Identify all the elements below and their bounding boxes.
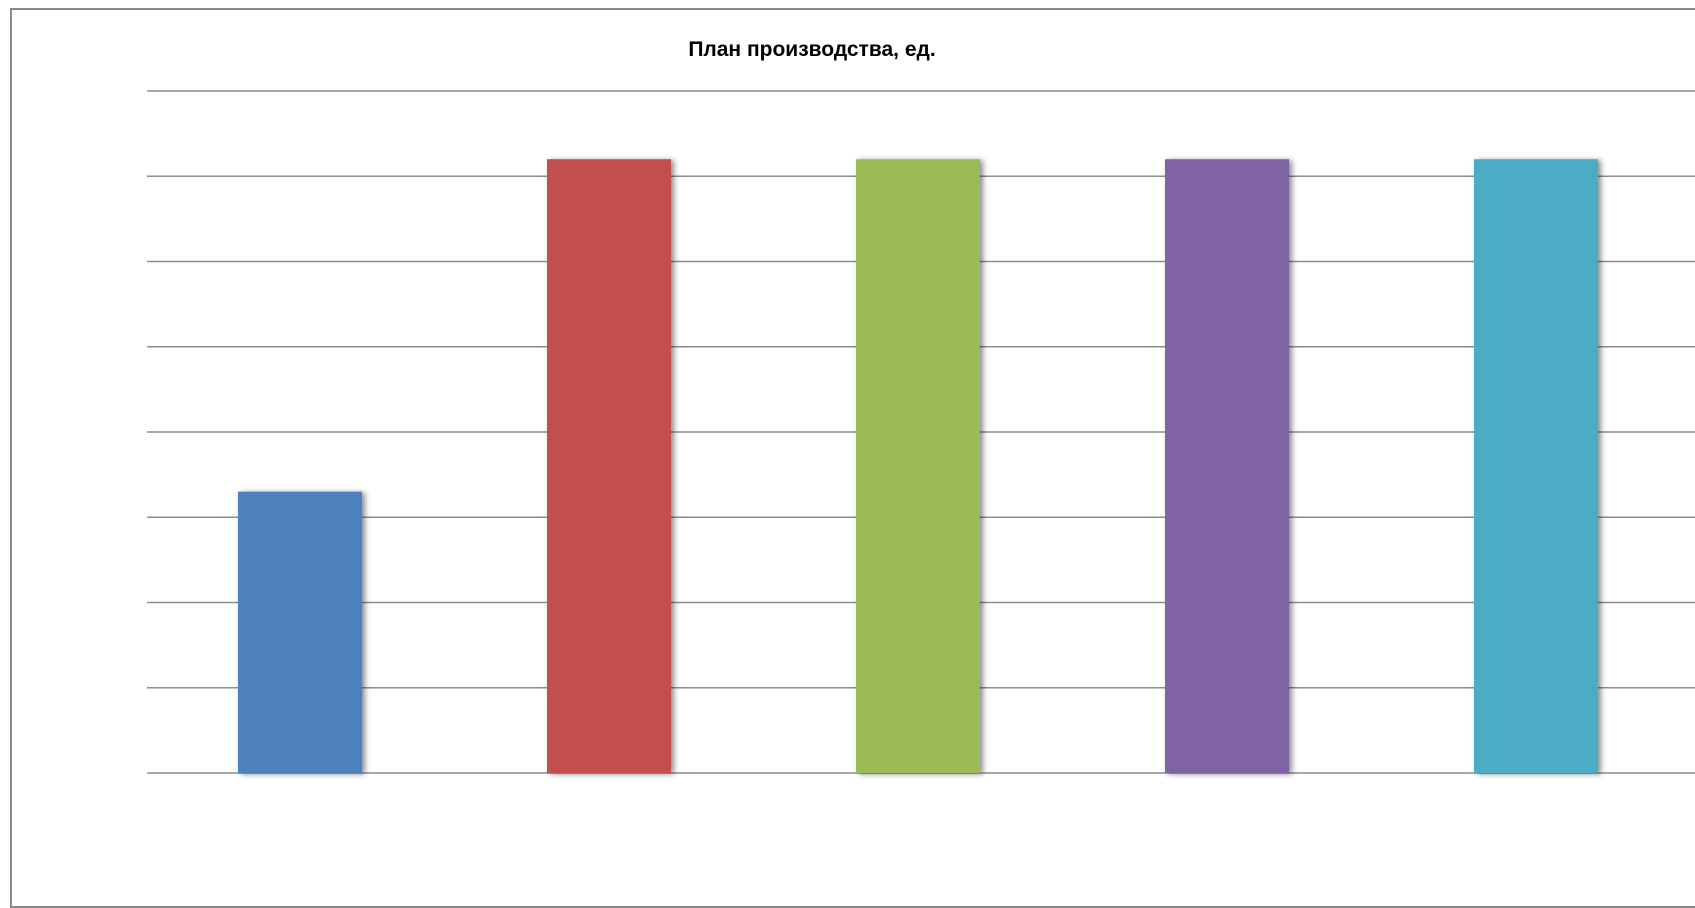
bar-chart-plot: [147, 90, 1695, 774]
bar-2: [547, 159, 671, 773]
chart-title: План производства, ед.: [688, 38, 936, 61]
bar-3: [856, 159, 980, 773]
bar-1: [238, 491, 362, 773]
bar-4: [1165, 159, 1289, 773]
bar-5: [1474, 159, 1598, 773]
